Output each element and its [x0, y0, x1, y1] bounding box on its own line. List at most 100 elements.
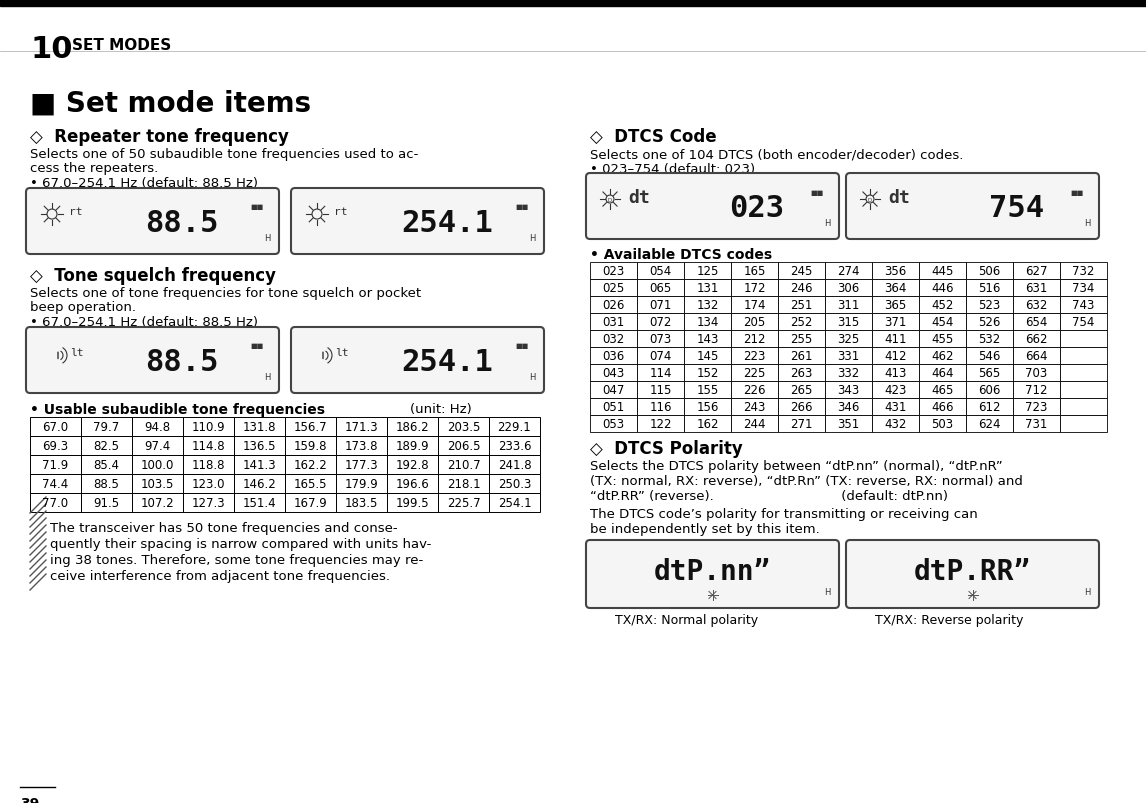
Text: 731: 731 [1026, 418, 1047, 430]
Bar [132, 493, 183, 512]
Text: 179.9: 179.9 [345, 478, 378, 491]
Text: 423: 423 [885, 384, 906, 397]
Bar [30, 418, 81, 437]
Text: 306: 306 [838, 282, 860, 295]
Text: 364: 364 [885, 282, 906, 295]
FancyBboxPatch shape [291, 189, 544, 255]
Text: 331: 331 [838, 349, 860, 362]
Bar [285, 493, 336, 512]
Text: 199.5: 199.5 [395, 496, 430, 509]
Text: 255: 255 [791, 332, 813, 345]
Bar [919, 263, 966, 279]
FancyBboxPatch shape [26, 328, 278, 393]
Bar [825, 348, 872, 365]
Bar [919, 381, 966, 398]
Bar [81, 475, 132, 493]
Bar [336, 475, 387, 493]
Text: H: H [264, 373, 270, 381]
Text: • 023–754 (default: 023): • 023–754 (default: 023) [590, 163, 755, 176]
Text: ■■: ■■ [250, 204, 264, 210]
Text: The transceiver has 50 tone frequencies and conse-: The transceiver has 50 tone frequencies … [50, 521, 398, 534]
Bar [30, 475, 81, 493]
Text: ■■: ■■ [250, 343, 264, 349]
Bar [919, 331, 966, 348]
Text: 266: 266 [791, 401, 813, 414]
Text: 251: 251 [791, 299, 813, 312]
FancyBboxPatch shape [26, 189, 278, 255]
Text: TX/RX: Normal polarity: TX/RX: Normal polarity [615, 613, 759, 626]
Text: 462: 462 [932, 349, 953, 362]
Bar [731, 296, 778, 314]
Text: 156: 156 [697, 401, 719, 414]
Text: H: H [1084, 218, 1090, 228]
Text: 274: 274 [838, 265, 860, 278]
Text: 134: 134 [697, 316, 719, 328]
Text: 732: 732 [1073, 265, 1094, 278]
Text: 174: 174 [744, 299, 766, 312]
Text: 114: 114 [650, 366, 672, 380]
Bar [966, 415, 1013, 433]
Bar [1013, 331, 1060, 348]
Text: 107.2: 107.2 [141, 496, 174, 509]
Bar [637, 415, 684, 433]
Bar [336, 455, 387, 475]
Bar [872, 296, 919, 314]
Bar [438, 455, 489, 475]
Bar [387, 455, 438, 475]
Text: 325: 325 [838, 332, 860, 345]
Bar [872, 415, 919, 433]
Bar [919, 296, 966, 314]
Bar [778, 331, 825, 348]
Text: 246: 246 [791, 282, 813, 295]
Text: 465: 465 [932, 384, 953, 397]
Bar [438, 493, 489, 512]
Bar [234, 455, 285, 475]
Text: TX/RX: Reverse polarity: TX/RX: Reverse polarity [876, 613, 1023, 626]
Bar [183, 418, 234, 437]
Text: 371: 371 [885, 316, 906, 328]
Text: 654: 654 [1026, 316, 1047, 328]
Text: 043: 043 [603, 366, 625, 380]
Bar [1013, 296, 1060, 314]
Text: 103.5: 103.5 [141, 478, 174, 491]
Bar [778, 415, 825, 433]
Text: 031: 031 [603, 316, 625, 328]
Text: 118.8: 118.8 [191, 459, 226, 471]
Text: 131: 131 [697, 282, 719, 295]
Text: 612: 612 [979, 401, 1000, 414]
Text: 271: 271 [791, 418, 813, 430]
Bar [966, 331, 1013, 348]
Bar [489, 437, 540, 455]
Text: 243: 243 [744, 401, 766, 414]
Text: ◇  Repeater tone frequency: ◇ Repeater tone frequency [30, 128, 289, 146]
Text: 356: 356 [885, 265, 906, 278]
Bar [684, 365, 731, 381]
Text: 464: 464 [932, 366, 953, 380]
Bar [590, 415, 637, 433]
Text: 85.4: 85.4 [94, 459, 119, 471]
Text: 165.5: 165.5 [293, 478, 328, 491]
Bar [489, 418, 540, 437]
Text: 455: 455 [932, 332, 953, 345]
Text: 346: 346 [838, 401, 860, 414]
Text: 162: 162 [697, 418, 719, 430]
Bar [590, 296, 637, 314]
Text: lt: lt [335, 348, 348, 358]
Text: 454: 454 [932, 316, 953, 328]
Text: 69.3: 69.3 [42, 439, 69, 452]
Text: 523: 523 [979, 299, 1000, 312]
Text: 254.1: 254.1 [401, 347, 493, 376]
Bar [825, 415, 872, 433]
Bar [234, 493, 285, 512]
Bar [1013, 365, 1060, 381]
Text: quently their spacing is narrow compared with units hav-: quently their spacing is narrow compared… [50, 537, 431, 550]
Bar [387, 437, 438, 455]
Text: 88.5: 88.5 [94, 478, 119, 491]
Text: ■■: ■■ [516, 204, 528, 210]
Text: 053: 053 [603, 418, 625, 430]
Bar [966, 381, 1013, 398]
Text: 315: 315 [838, 316, 860, 328]
Bar [387, 475, 438, 493]
Bar [590, 348, 637, 365]
Text: 546: 546 [979, 349, 1000, 362]
